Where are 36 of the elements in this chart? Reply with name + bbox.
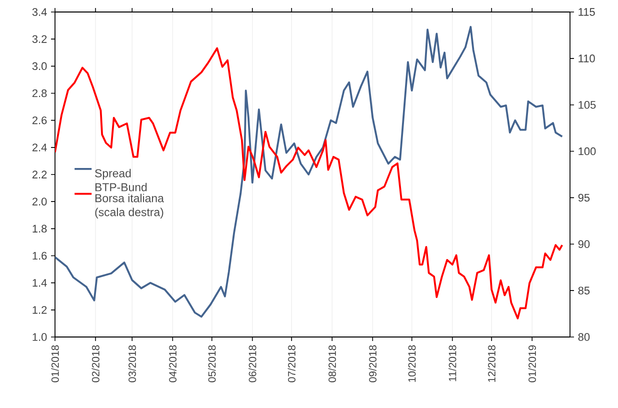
y2-tick-label: 85 [578, 286, 590, 294]
y-tick-label: 2.4 [32, 144, 47, 152]
y-tick-label: 1.6 [32, 252, 47, 260]
y-tick-label: 1.0 [32, 333, 47, 341]
x-tick-label: 09/2018 [368, 345, 376, 382]
legend-label: Borsa italiana (scala destra) [95, 194, 164, 218]
y-tick-label: 1.4 [32, 279, 47, 287]
x-tick-label: 01/2019 [528, 345, 536, 382]
x-tick-label: 01/2018 [51, 345, 59, 382]
y-tick-label: 1.2 [32, 306, 47, 314]
y-tick-label: 2.8 [32, 89, 47, 98]
x-tick-label: 11/2018 [448, 345, 456, 382]
x-tick-label: 04/2018 [168, 345, 176, 382]
x-tick-label: 08/2018 [328, 345, 336, 382]
y-tick-label: 2.6 [32, 116, 47, 124]
y-tick-label: 2.0 [32, 198, 47, 206]
x-tick-label: 12/2018 [488, 345, 496, 382]
y2-tick-label: 95 [578, 194, 590, 202]
x-tick-label: 07/2018 [288, 345, 296, 382]
y2-tick-label: 100 [578, 147, 596, 156]
y2-tick-label: 115 [578, 8, 595, 16]
x-tick-label: 03/2018 [128, 345, 136, 382]
y-tick-label: 2.2 [32, 170, 47, 178]
y2-tick-label: 80 [578, 333, 590, 341]
y-tick-label: 3.2 [32, 35, 47, 43]
x-tick-label: 06/2018 [248, 345, 256, 382]
x-tick-label: 10/2018 [408, 345, 416, 382]
y-tick-label: 1.8 [32, 224, 47, 233]
y-tick-label: 3.4 [32, 8, 47, 16]
y2-tick-label: 110 [578, 54, 595, 62]
y2-tick-label: 105 [578, 100, 596, 109]
legend-label: Spread BTP-Bund [95, 168, 147, 192]
x-tick-label: 02/2018 [92, 345, 100, 382]
y2-tick-label: 90 [578, 240, 590, 248]
x-tick-label: 05/2018 [208, 345, 216, 382]
y-tick-label: 3.0 [32, 62, 47, 70]
